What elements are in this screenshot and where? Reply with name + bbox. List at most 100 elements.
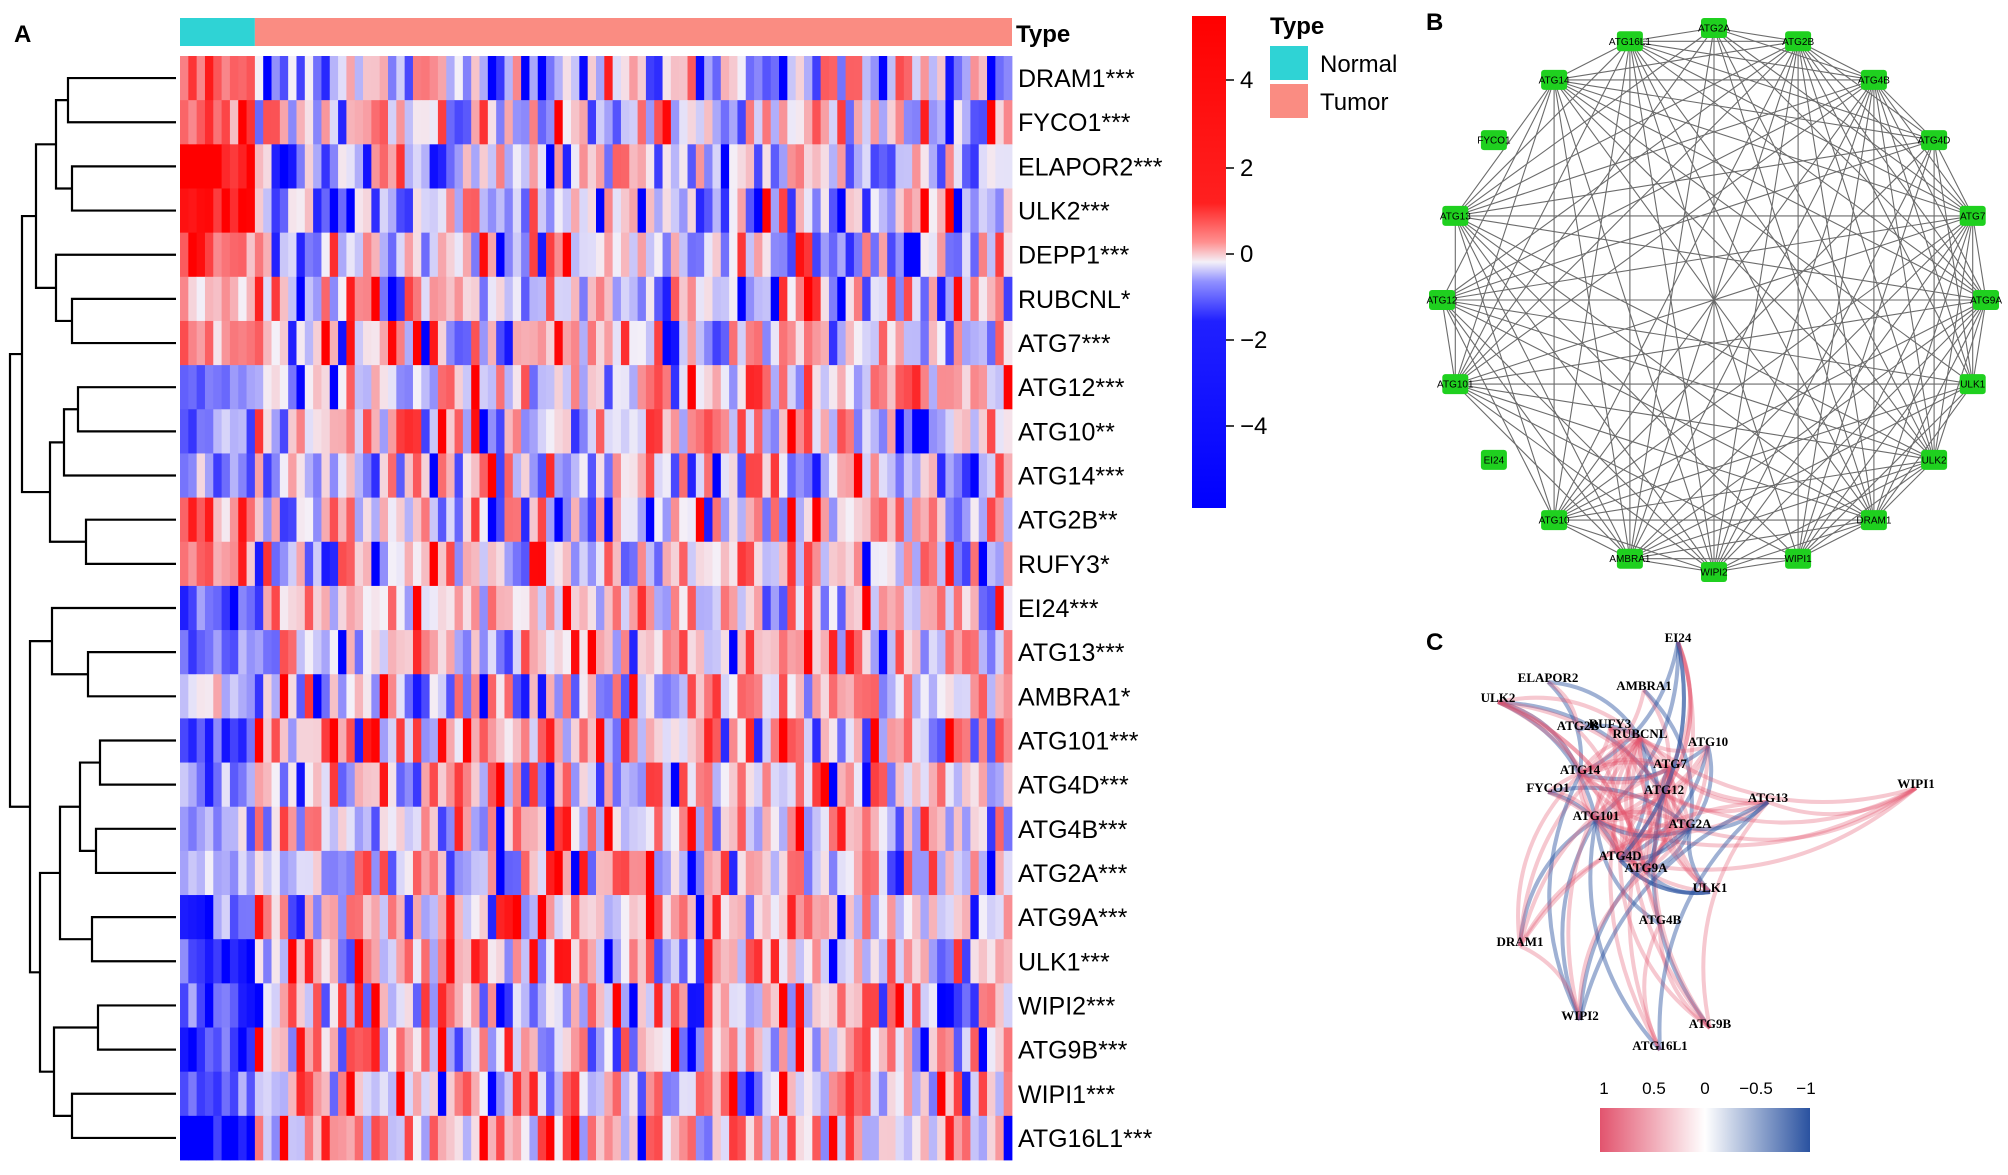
heatmap-cell	[645, 497, 655, 543]
heatmap-cell	[745, 56, 755, 101]
heatmap-cell	[304, 585, 314, 631]
heatmap-cell	[363, 1071, 372, 1117]
heatmap-cell	[620, 409, 630, 454]
heatmap-cell	[903, 320, 913, 366]
heatmap-cell	[870, 585, 880, 631]
heatmap-cell	[504, 1027, 514, 1073]
heatmap-cell	[579, 806, 589, 852]
heatmap-cell	[987, 365, 996, 410]
heatmap-cell	[404, 188, 414, 234]
heatmap-cell	[321, 718, 331, 763]
heatmap-cell	[720, 188, 730, 234]
heatmap-cell	[537, 939, 547, 984]
heatmap-cell	[704, 497, 713, 543]
heatmap-cell	[679, 762, 688, 808]
heatmap-cell	[745, 365, 755, 410]
heatmap-cell	[779, 188, 788, 234]
heatmap-cell	[587, 674, 597, 719]
heatmap-cell	[795, 188, 805, 234]
heatmap-cell	[612, 276, 622, 322]
heatmap-cell	[254, 365, 264, 410]
heatmap-cell	[695, 983, 705, 1028]
heatmap-cell	[695, 674, 705, 719]
heatmap-cell	[579, 983, 589, 1028]
heatmap-cell	[479, 232, 489, 278]
correlation-node-label: ULK2	[1481, 690, 1516, 705]
heatmap-cell	[288, 983, 297, 1028]
heatmap-cell	[437, 674, 447, 719]
heatmap-cell	[288, 232, 297, 278]
heatmap-cell	[579, 144, 589, 189]
heatmap-cell	[629, 895, 638, 940]
heatmap-cell	[496, 1115, 505, 1161]
heatmap-cell	[596, 320, 605, 366]
heatmap-cell	[928, 100, 938, 145]
heatmap-cell	[754, 895, 763, 940]
heatmap-cell	[920, 1115, 930, 1161]
heatmap-cell	[288, 895, 297, 940]
heatmap-cell	[229, 850, 239, 896]
correlation-edge	[1546, 760, 1671, 794]
heatmap-row	[180, 718, 1013, 763]
correlation-edge	[1594, 818, 1711, 894]
heatmap-cell	[737, 718, 747, 763]
heatmap-cell	[770, 409, 780, 454]
heatmap-cell	[620, 100, 630, 145]
heatmap-cell	[870, 320, 880, 366]
heatmap-cell	[229, 276, 239, 322]
heatmap-cell	[396, 1115, 406, 1161]
heatmap-cell	[687, 718, 697, 763]
correlation-edge	[1595, 818, 1648, 873]
heatmap-cell	[978, 365, 988, 410]
heatmap-cell	[279, 895, 289, 940]
heatmap-cell	[271, 365, 281, 410]
heatmap-cell	[462, 320, 472, 366]
heatmap-cell	[795, 939, 805, 984]
heatmap-cell	[579, 762, 589, 808]
heatmap-cell	[754, 453, 763, 498]
heatmap-cell	[620, 718, 630, 763]
heatmap-cell	[937, 983, 946, 1028]
heatmap-cell	[471, 365, 480, 410]
heatmap-cell	[429, 762, 439, 808]
heatmap-cell	[679, 806, 688, 852]
heatmap-cell	[363, 409, 372, 454]
heatmap-cell	[180, 497, 189, 543]
heatmap-cell	[637, 409, 647, 454]
correlation-edge	[1546, 680, 1584, 775]
heatmap-cell	[437, 276, 447, 322]
heatmap-cell	[953, 453, 963, 498]
heatmap-cell	[987, 1071, 996, 1117]
heatmap-cell	[945, 100, 955, 145]
heatmap-cell	[512, 144, 522, 189]
heatmap-cell	[720, 983, 730, 1028]
heatmap-cell	[695, 276, 705, 322]
heatmap-cell	[388, 56, 397, 101]
heatmap-cell	[396, 674, 406, 719]
heatmap-cell	[479, 541, 489, 587]
gene-label: ATG10**	[1018, 418, 1115, 446]
correlation-edge	[1518, 736, 1642, 947]
heatmap-cell	[820, 409, 830, 454]
heatmap-cell	[853, 276, 863, 322]
heatmap-cell	[895, 585, 905, 631]
heatmap-cell	[388, 276, 397, 322]
heatmap-cell	[779, 585, 788, 631]
heatmap-cell	[745, 409, 755, 454]
heatmap-cell	[770, 718, 780, 763]
heatmap-cell	[962, 895, 971, 940]
heatmap-cell	[338, 453, 347, 498]
heatmap-cell	[379, 895, 389, 940]
heatmap-cell	[1003, 56, 1013, 101]
heatmap-cell	[679, 276, 688, 322]
heatmap-cell	[712, 320, 722, 366]
heatmap-cell	[953, 762, 963, 808]
correlation-edge	[1594, 791, 1665, 822]
heatmap-cell	[970, 674, 980, 719]
heatmap-cell	[612, 365, 622, 410]
heatmap-cell	[945, 409, 955, 454]
heatmap-cell	[379, 718, 389, 763]
heatmap-cell	[995, 630, 1005, 675]
heatmap-cell	[654, 365, 663, 410]
heatmap-cell	[512, 320, 522, 366]
